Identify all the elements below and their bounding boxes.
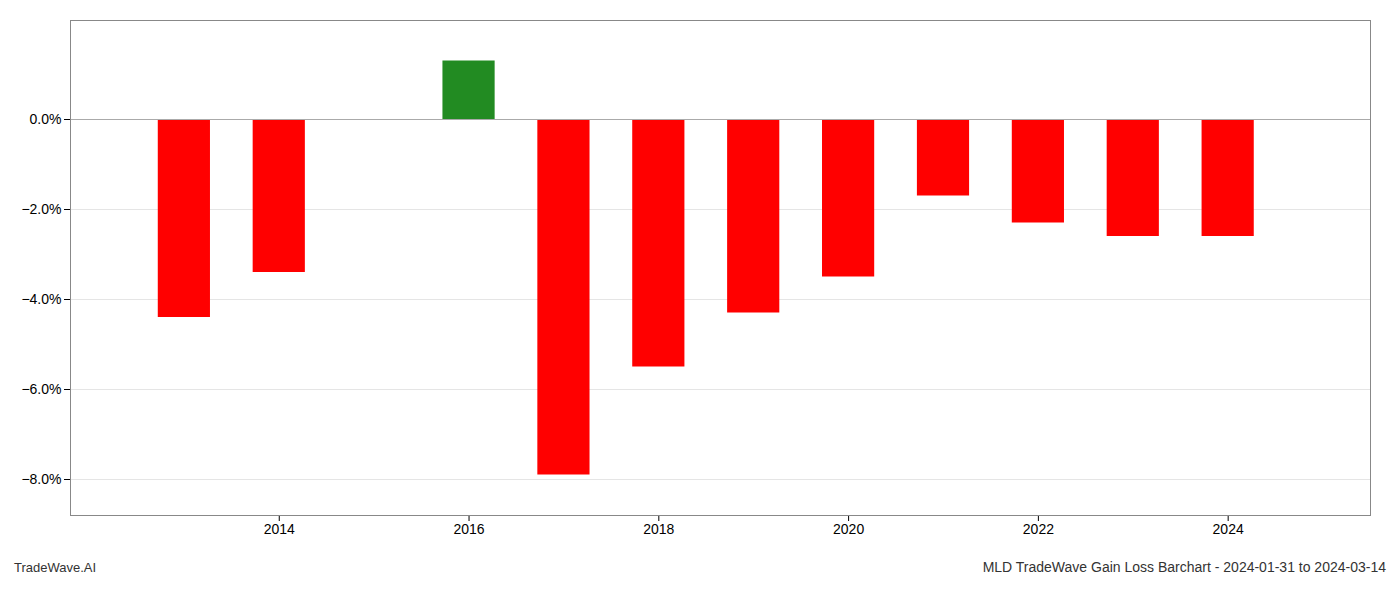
svg-text:2014: 2014 xyxy=(264,521,295,537)
svg-text:2016: 2016 xyxy=(453,521,484,537)
svg-text:−4.0%: −4.0% xyxy=(21,291,61,307)
svg-text:2018: 2018 xyxy=(643,521,674,537)
svg-text:−6.0%: −6.0% xyxy=(21,381,61,397)
html-text:MLD TradeWave Gain Loss Barcha: MLD TradeWave Gain Loss Barchart - 2024-… xyxy=(982,559,1386,575)
svg-text:−8.0%: −8.0% xyxy=(21,471,61,487)
svg-text:0.0%: 0.0% xyxy=(30,111,62,127)
svg-text:2020: 2020 xyxy=(833,521,864,537)
html-text:TradeWave.AI: TradeWave.AI xyxy=(14,560,97,575)
svg-text:−2.0%: −2.0% xyxy=(21,201,61,217)
svg-text:2022: 2022 xyxy=(1023,521,1054,537)
svg-text:2024: 2024 xyxy=(1213,521,1244,537)
